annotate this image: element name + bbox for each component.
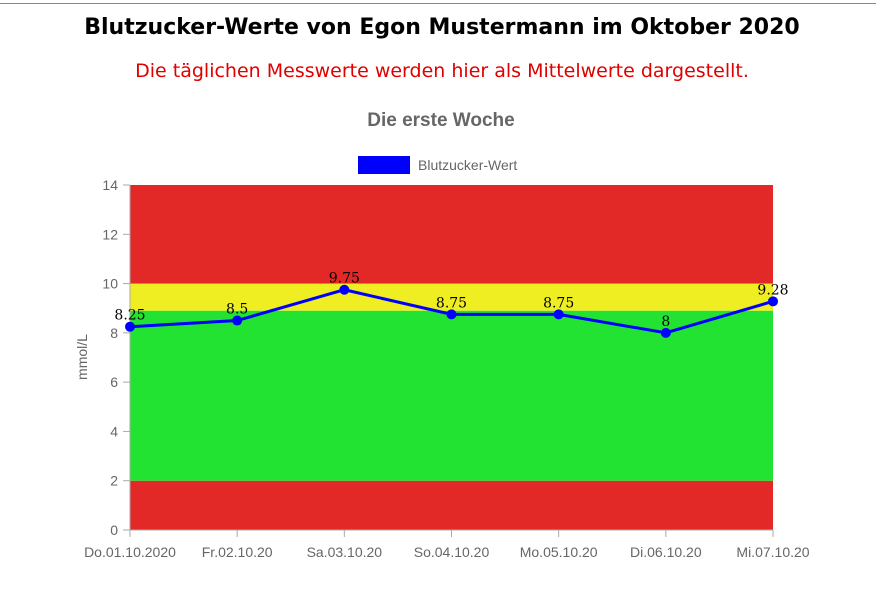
y-tick-label: 6	[110, 374, 118, 390]
y-tick-label: 2	[110, 473, 118, 489]
data-point	[446, 309, 457, 320]
y-tick-label: 4	[110, 423, 118, 439]
y-tick-label: 8	[110, 325, 118, 341]
data-label: 9.75	[329, 271, 360, 287]
x-tick-label: Di.06.10.20	[630, 544, 702, 560]
page-title: Blutzucker-Werte von Egon Mustermann im …	[84, 15, 800, 40]
y-tick-label: 14	[102, 177, 118, 193]
y-tick-label: 12	[102, 226, 118, 242]
y-tick-label: 10	[102, 276, 118, 292]
data-label: 8	[661, 314, 670, 330]
data-point	[768, 296, 778, 307]
band-3	[130, 185, 773, 284]
band-0	[130, 480, 773, 530]
x-tick-label: Mi.07.10.20	[736, 544, 809, 560]
y-tick-label: 0	[110, 522, 118, 538]
band-2	[130, 283, 773, 311]
y-axis-label: mmol/L	[74, 334, 90, 380]
data-label: 9.28	[757, 282, 788, 298]
data-point	[660, 327, 671, 338]
data-point	[553, 309, 564, 320]
data-point	[339, 284, 350, 295]
legend-swatch	[358, 156, 410, 174]
x-tick-label: Fr.02.10.20	[202, 544, 273, 560]
page-subtitle: Die täglichen Messwerte werden hier als …	[135, 60, 749, 82]
data-point	[125, 321, 135, 332]
band-1	[130, 310, 773, 481]
x-tick-label: Sa.03.10.20	[307, 544, 383, 560]
x-tick-label: Mo.05.10.20	[520, 544, 598, 560]
legend-label: Blutzucker-Wert	[418, 157, 517, 173]
top-divider	[0, 3, 876, 4]
data-label: 8.75	[543, 295, 574, 311]
data-label: 8.25	[114, 308, 145, 324]
chart-title: Die erste Woche	[367, 110, 514, 131]
data-point	[232, 315, 243, 326]
x-tick-label: Do.01.10.2020	[84, 544, 176, 560]
data-label: 8.5	[226, 302, 248, 318]
data-label: 8.75	[436, 295, 467, 311]
x-tick-label: So.04.10.20	[414, 544, 490, 560]
